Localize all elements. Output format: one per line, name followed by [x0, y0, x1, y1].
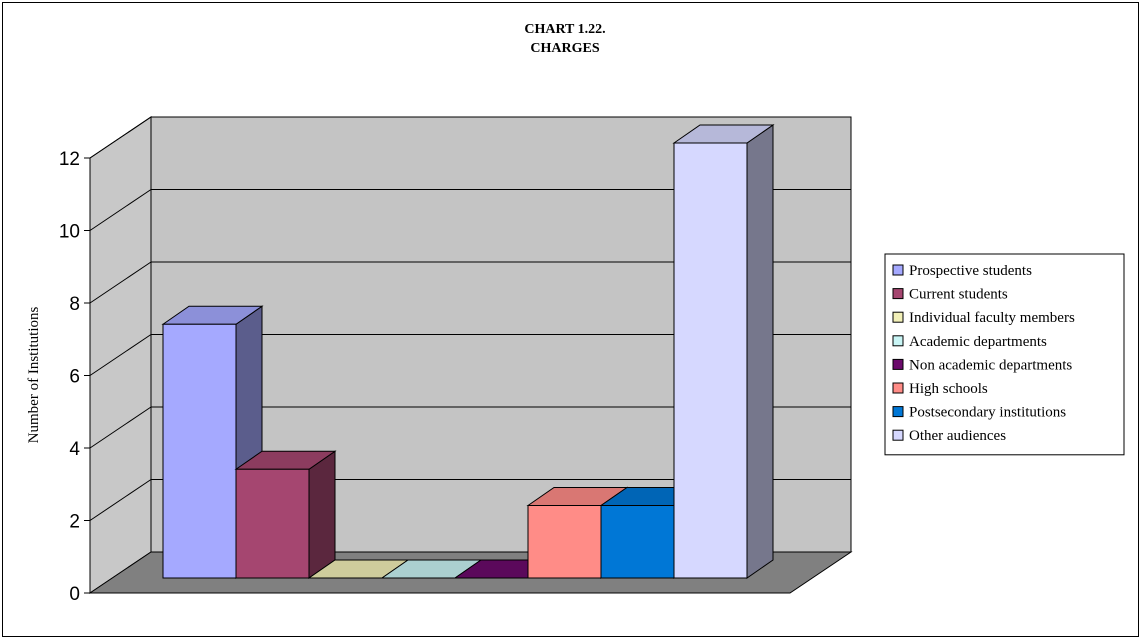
legend-swatch [892, 288, 904, 300]
legend-swatch [892, 429, 904, 441]
legend-entry: Individual faculty members [909, 310, 1075, 326]
bar-front [162, 323, 237, 579]
bar-front [527, 505, 602, 579]
y-tick-label: 2 [69, 512, 80, 533]
bar-current-students [234, 450, 337, 579]
legend-entry: Current students [909, 287, 1008, 303]
legend-entry: Postsecondary institutions [909, 405, 1066, 421]
legend-swatch [892, 382, 904, 394]
legend-box [884, 253, 1125, 456]
gridline-side [89, 189, 152, 231]
y-tick-label: 8 [69, 294, 80, 315]
y-tick-label: 4 [69, 439, 80, 460]
legend-entry: Non academic departments [909, 357, 1072, 373]
legend: Prospective students Current students Indi… [884, 253, 1125, 456]
legend-swatch [892, 311, 904, 323]
bar-front [235, 468, 310, 579]
legend-swatch [892, 406, 904, 418]
bar-front [600, 505, 675, 579]
gridline-side [89, 261, 152, 304]
legend-entry: Academic departments [909, 334, 1047, 350]
y-axis-label: Number of Institutions [26, 307, 42, 444]
bar-other-audiences [672, 124, 775, 579]
bars [161, 124, 775, 579]
gridline-side [89, 334, 152, 376]
gridline-side [89, 406, 152, 449]
y-tick-label: 12 [59, 149, 80, 170]
chart-title: CHART 1.22. [524, 22, 605, 37]
legend-swatch [892, 264, 904, 276]
legend-entry: Other audiences [909, 428, 1006, 444]
legend-entry: High schools [909, 381, 988, 397]
y-axis-ticks: 0 2 4 6 8 10 12 [59, 149, 91, 605]
gridline-side [89, 479, 152, 521]
bar-front [673, 142, 748, 579]
legend-entry: Prospective students [909, 263, 1032, 279]
gridline-side [89, 116, 152, 159]
y-tick-label: 0 [69, 584, 80, 605]
bar-side [308, 450, 336, 579]
legend-swatch [892, 335, 904, 347]
legend-swatch [892, 358, 904, 370]
y-tick-label: 10 [59, 222, 80, 243]
y-tick-label: 6 [69, 367, 80, 388]
bar-prospective-students [161, 305, 264, 579]
chart-subtitle: CHARGES [530, 41, 599, 56]
bar-side [746, 124, 774, 579]
